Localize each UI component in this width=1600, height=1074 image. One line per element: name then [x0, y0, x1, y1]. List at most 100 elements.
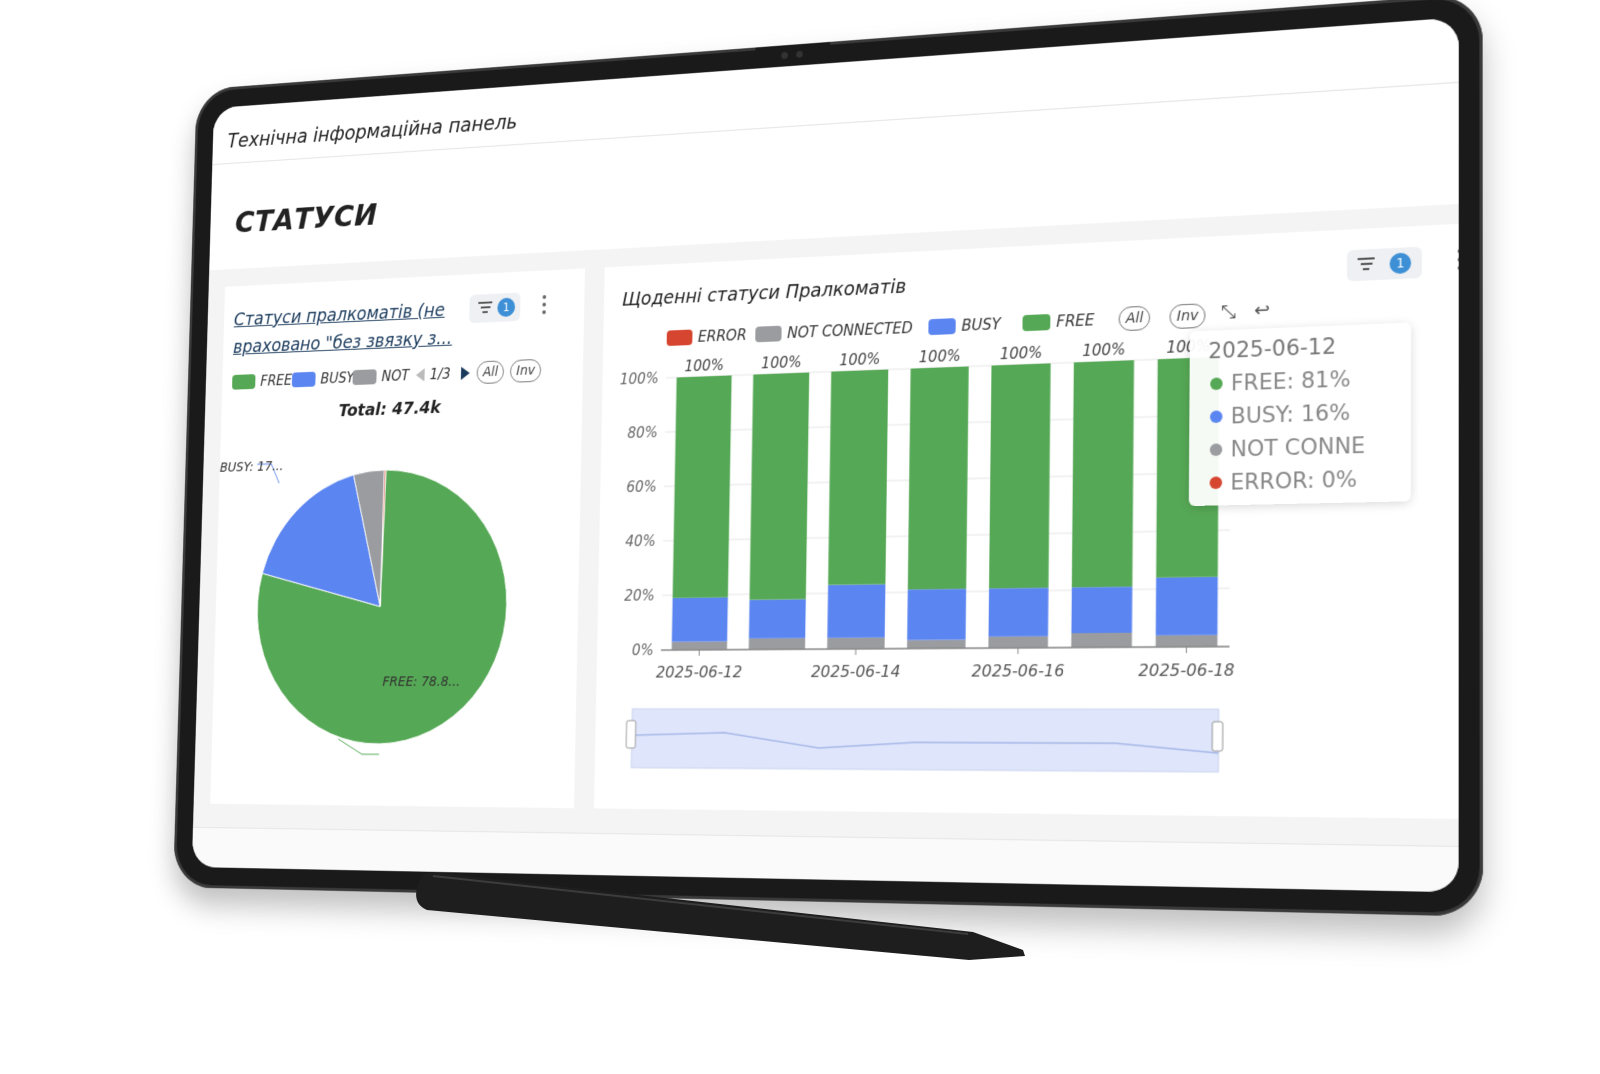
y-tick-label: 0% — [632, 643, 654, 660]
tooltip-text: BUSY: 16% — [1231, 400, 1351, 429]
tablet-device: Технічна інформаційна панель СТАТУСИ Ста… — [173, 0, 1483, 917]
bar-segment-busy — [749, 599, 806, 638]
legend-label: BUSY — [961, 315, 1000, 335]
tooltip-row-error: ERROR: 0% — [1210, 467, 1358, 496]
bar-segment-not-connected — [907, 640, 966, 649]
bar-more-options-icon[interactable] — [1457, 249, 1459, 275]
bar-segment-not-connected — [749, 638, 806, 649]
legend-swatch — [928, 318, 955, 335]
app-title: Технічна інформаційна панель — [227, 110, 517, 152]
legend-inv-button[interactable]: Inv — [1169, 303, 1205, 329]
tooltip-dot — [1210, 410, 1223, 423]
legend-pager: 1/3 — [430, 365, 451, 383]
legend-label: ERROR — [698, 326, 747, 346]
zoom-handle-left — [626, 721, 636, 748]
bar-segment-free — [1072, 360, 1134, 587]
legend-item-free[interactable]: FREE — [232, 372, 292, 391]
legend-item-error[interactable]: ERROR — [667, 326, 747, 347]
bar-segment-not-connected — [672, 641, 727, 650]
legend-item-not[interactable]: NOT — [352, 367, 409, 386]
tooltip-row-not-connected: NOT CONNE — [1210, 433, 1366, 462]
zoom-slider-area — [631, 709, 1218, 772]
bar-segment-busy — [907, 589, 966, 640]
bar-panel-title: Щоденні статуси Пралкоматів — [622, 276, 906, 311]
legend-label: FREE — [260, 372, 292, 390]
bar-total-label: 100% — [1082, 341, 1125, 360]
legend-next-page-icon[interactable] — [459, 366, 472, 380]
legend-item-busy[interactable]: BUSY — [292, 369, 355, 388]
tooltip-text: ERROR: 0% — [1230, 467, 1357, 495]
legend-swatch — [352, 369, 376, 385]
legend-label: BUSY — [320, 369, 354, 387]
bar-total-label: 100% — [761, 354, 801, 372]
filter-count-badge: 1 — [497, 297, 515, 317]
bar-segment-free — [989, 363, 1051, 588]
legend-swatch — [667, 329, 693, 346]
reset-zoom-icon[interactable]: ↩ — [1254, 299, 1270, 321]
legend-label: NOT CONNECTED — [787, 319, 913, 342]
tooltip-date: 2025-06-12 — [1208, 334, 1336, 364]
legend-swatch — [292, 372, 316, 388]
camera-icon — [781, 52, 788, 59]
legend-item-free[interactable]: FREE — [1022, 311, 1094, 332]
bar-segment-busy — [1071, 587, 1132, 634]
tooltip-dot — [1210, 476, 1223, 489]
pie-label-busy: BUSY: 17... — [220, 459, 284, 476]
pie-more-options-icon[interactable] — [541, 295, 547, 318]
x-tick-label: 2025-06-16 — [972, 661, 1065, 681]
tablet-screen: Технічна інформаційна панель СТАТУСИ Ста… — [192, 17, 1459, 892]
legend-prev-page-icon[interactable] — [414, 368, 426, 382]
filter-icon — [478, 301, 492, 315]
bar-segment-free — [750, 372, 810, 599]
bar-total-label: 100% — [919, 348, 961, 367]
bar-filter-button[interactable]: 1 — [1347, 247, 1422, 282]
bar-segment-free — [828, 369, 888, 584]
bar-segment-free — [673, 375, 732, 598]
legend-label: NOT — [381, 367, 409, 385]
pie-panel-title-link[interactable]: Статуси пралкоматів (не враховано "без з… — [233, 296, 454, 362]
legend-item-busy[interactable]: BUSY — [928, 315, 1001, 336]
stylus-pen — [413, 870, 1033, 970]
bar-segment-not-connected — [1156, 635, 1218, 647]
zoom-icon[interactable]: ⤡ — [1221, 301, 1236, 323]
legend-swatch — [755, 326, 781, 343]
pie-label-free: FREE: 78.8... — [382, 674, 460, 689]
legend-inv-button[interactable]: Inv — [510, 359, 542, 383]
section-title: СТАТУСИ — [235, 197, 378, 240]
tooltip-row-free: FREE: 81% — [1210, 367, 1350, 397]
bar-total-label: 100% — [1000, 345, 1043, 364]
x-tick-label: 2025-06-12 — [656, 663, 743, 682]
bar-total-label: 100% — [684, 357, 724, 375]
tooltip-dot — [1210, 377, 1222, 390]
y-tick-label: 60% — [626, 479, 657, 496]
bar-segment-free — [908, 366, 969, 589]
legend-item-not-connected[interactable]: NOT CONNECTED — [755, 319, 913, 343]
bar-total-label: 100% — [839, 351, 880, 369]
y-tick-label: 100% — [620, 371, 659, 389]
legend-swatch — [232, 374, 256, 390]
chart-tooltip: 2025-06-12 FREE: 81% BUSY: 16% NOT CONNE… — [1189, 322, 1411, 506]
bar-segment-busy — [672, 597, 728, 642]
legend-all-button[interactable]: All — [1119, 306, 1151, 332]
tooltip-dot — [1210, 443, 1223, 456]
bar-segment-not-connected — [988, 636, 1048, 648]
filter-count-badge: 1 — [1390, 252, 1412, 274]
legend-all-button[interactable]: All — [476, 360, 504, 384]
y-tick-label: 40% — [625, 533, 656, 550]
bar-segment-busy — [989, 588, 1049, 637]
tooltip-text: NOT CONNE — [1231, 433, 1366, 462]
x-tick-label: 2025-06-18 — [1138, 660, 1234, 680]
bar-segment-not-connected — [1071, 633, 1132, 648]
tooltip-text: FREE: 81% — [1231, 367, 1351, 396]
legend-swatch — [1022, 314, 1050, 331]
y-tick-label: 80% — [627, 425, 658, 442]
bar-segment-not-connected — [827, 637, 885, 649]
pie-chart-panel: Статуси пралкоматів (не враховано "без з… — [210, 268, 585, 808]
y-tick-label: 20% — [624, 588, 655, 605]
legend-label: FREE — [1056, 311, 1094, 331]
x-tick-label: 2025-06-14 — [811, 662, 901, 682]
camera-icon — [796, 51, 803, 58]
pie-filter-button[interactable]: 1 — [469, 292, 520, 323]
tooltip-row-busy: BUSY: 16% — [1210, 400, 1350, 429]
bar-chart-panel: Щоденні статуси Пралкоматів 1 ERROR NOT … — [594, 222, 1459, 820]
